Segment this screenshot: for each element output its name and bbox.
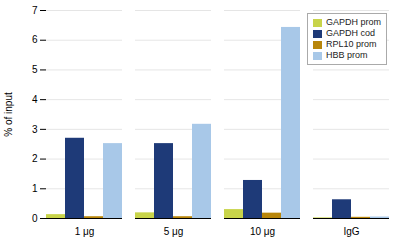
html-text:GAPDH prom: GAPDH prom [326, 17, 381, 27]
svg-text:1 μg: 1 μg [75, 226, 95, 237]
svg-text:4: 4 [32, 94, 38, 105]
svg-text:7: 7 [32, 5, 38, 16]
svg-text:6: 6 [32, 34, 38, 45]
html-text:GAPDH cod: GAPDH cod [326, 28, 375, 38]
svg-text:0: 0 [32, 213, 38, 224]
svg-text:5 μg: 5 μg [164, 226, 184, 237]
svg-text:1: 1 [32, 183, 38, 194]
svg-text:2: 2 [32, 153, 38, 164]
svg-text:5: 5 [32, 64, 38, 75]
svg-text:IgG: IgG [343, 226, 359, 237]
html-text:RPL10 prom: RPL10 prom [326, 39, 377, 49]
svg-text:10 μg: 10 μg [250, 226, 275, 237]
html-text:HBB prom: HBB prom [326, 50, 368, 60]
svg-text:% of input: % of input [3, 92, 14, 137]
svg-text:3: 3 [32, 124, 38, 135]
